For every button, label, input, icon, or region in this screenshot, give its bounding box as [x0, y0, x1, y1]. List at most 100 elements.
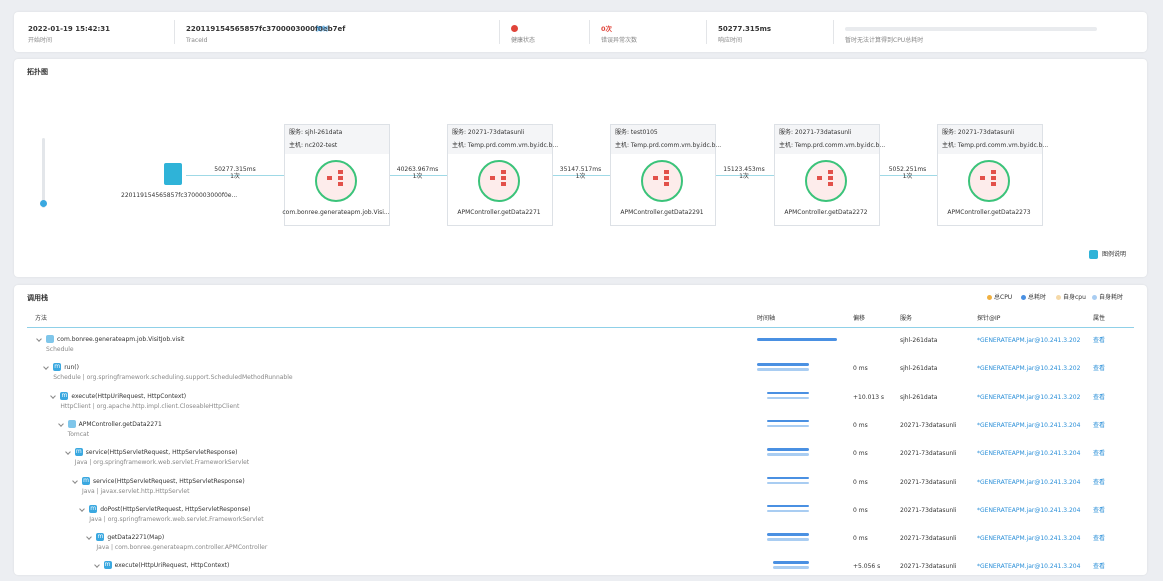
offset: 0 ms [853, 450, 868, 458]
method-icon: m [103, 561, 112, 570]
edge-count: 1次 [902, 173, 913, 180]
probe-ip: *GENERATEAPM.jar@10.241.3.204 [977, 450, 1081, 458]
zoom-track [42, 138, 45, 208]
service: 20271-73datasunli [900, 563, 957, 571]
method-sub: HttpClient | org.apache.http.impl.client… [60, 402, 240, 410]
method-name: run() [64, 364, 79, 372]
edge [186, 175, 284, 176]
view-link[interactable]: 查看 [1093, 506, 1106, 514]
method-name: APMController.getData2271 [78, 420, 162, 428]
legend-label: 总CPU [994, 294, 1013, 301]
node-box[interactable] [610, 124, 716, 226]
edge [878, 175, 937, 176]
node-header [938, 125, 1042, 154]
cpu-progress [845, 27, 1097, 31]
method-icon: m [53, 363, 62, 372]
offset: 0 ms [853, 535, 868, 543]
view-link[interactable]: 查看 [1093, 421, 1106, 429]
node-header [448, 125, 552, 154]
method-sub: Tomcat [67, 430, 90, 438]
edge-count: 1次 [739, 173, 749, 180]
node-glyph [490, 170, 506, 186]
node-service: 服务: 20271-73datasunli [779, 129, 852, 136]
timeline-bar-self [767, 424, 809, 428]
method-sub: Java | javax.servlet.http.HttpServlet [82, 487, 190, 495]
view-link[interactable]: 查看 [1093, 563, 1106, 571]
edge-time: 50277.315ms [214, 166, 256, 173]
view-link[interactable]: 查看 [1093, 450, 1106, 458]
timeline-bar [767, 533, 809, 536]
edge [714, 175, 774, 176]
timeline-bar [773, 561, 809, 564]
column-header: 探针@IP [977, 315, 1001, 322]
summary-label: 暂时无法计算得到CPU总耗时 [845, 37, 924, 44]
timeline-bar-self [773, 566, 809, 569]
view-link[interactable]: 查看 [1093, 393, 1106, 401]
summary-value: 0次 [601, 25, 613, 33]
timeline-bar-self [767, 509, 809, 513]
health-icon [511, 25, 518, 32]
copy-link[interactable]: 复制 [316, 26, 329, 33]
edge-time: 40263.967ms [396, 166, 439, 173]
service: 20271-73datasunli [900, 506, 957, 514]
edge [551, 175, 610, 176]
probe-ip: *GENERATEAPM.jar@10.241.3.202 [977, 337, 1081, 344]
method-sub: Java | org.springframework.web.servlet.F… [89, 515, 264, 523]
node-box[interactable] [284, 124, 390, 226]
summary-value: 220119154565857fc3700003000f0eb7ef [186, 25, 346, 33]
service: 20271-73datasunli [900, 535, 957, 543]
node-service: 服务: 20271-73datasunli [942, 129, 1015, 136]
edge-time: 5052.251ms [888, 166, 927, 173]
method-icon [46, 335, 54, 343]
timeline-bar [767, 476, 809, 479]
method-name: com.bonree.generateapm.job.VisitJob.visi… [57, 336, 185, 343]
probe-ip: *GENERATEAPM.jar@10.241.3.202 [977, 393, 1081, 401]
node-circle [641, 160, 683, 202]
summary-label: 响应时间 [718, 37, 743, 44]
method-sub: Java | com.bonree.generateapm.controller… [96, 544, 268, 552]
offset: +5.056 s [853, 563, 881, 571]
offset: 0 ms [853, 365, 868, 373]
edge-count: 1次 [412, 173, 423, 180]
node-host: 主机: Temp.prd.comm.vm.by.idc.b... [779, 142, 886, 149]
timeline-bar-self [767, 396, 809, 400]
node-host: 主机: Temp.prd.comm.vm.by.idc.b... [452, 142, 559, 149]
timeline-bar [767, 391, 809, 395]
view-link[interactable]: 查看 [1093, 535, 1106, 543]
edge-count: 1次 [575, 173, 586, 180]
view-link[interactable]: 查看 [1093, 365, 1106, 373]
view-link[interactable]: 查看 [1093, 478, 1106, 486]
node-box[interactable] [937, 124, 1043, 226]
node-service: 服务: 20271-73datasunli [452, 129, 525, 136]
timeline-bar-self [767, 453, 809, 456]
legend-dot [1021, 295, 1026, 300]
view-link[interactable]: 查看 [1093, 337, 1106, 344]
node-method: APMController.getData2272 [784, 209, 868, 216]
node-header [611, 125, 715, 154]
node-box[interactable] [774, 124, 880, 226]
divider [499, 20, 500, 44]
node-service: 服务: sjhl-261data [289, 129, 343, 136]
column-header: 服务 [900, 315, 913, 322]
probe-ip: *GENERATEAPM.jar@10.241.3.204 [977, 506, 1081, 514]
method-icon: m [89, 504, 98, 513]
legend-dot [1092, 295, 1097, 300]
method-name: getData2271(Map) [107, 534, 165, 542]
legend-button[interactable]: 图例说明 [1102, 251, 1127, 258]
method-name: execute(HttpUriRequest, HttpContext) [114, 562, 230, 570]
summary-value: 2022-01-19 15:42:31 [28, 25, 111, 33]
method-icon [67, 419, 76, 428]
service: 20271-73datasunli [900, 450, 957, 458]
divider [589, 20, 590, 44]
service: sjhl-261data [900, 393, 938, 401]
service: sjhl-261data [900, 365, 938, 373]
method-icon: m [74, 448, 83, 457]
node-header [775, 125, 879, 154]
node-service: 服务: test0105 [615, 129, 658, 136]
zoom-knob[interactable] [40, 200, 47, 207]
probe-ip: *GENERATEAPM.jar@10.241.3.202 [977, 365, 1081, 373]
summary-label: 错误异常次数 [601, 37, 638, 44]
service: sjhl-261data [900, 337, 938, 344]
edge-time: 35147.517ms [559, 166, 602, 173]
